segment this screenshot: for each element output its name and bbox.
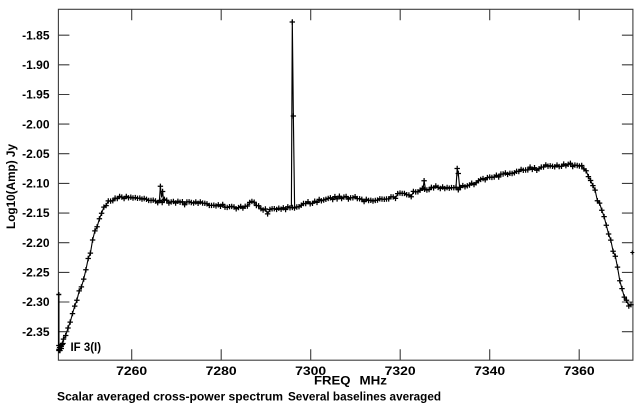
svg-text:-2.20: -2.20 xyxy=(22,236,50,250)
svg-text:7280: 7280 xyxy=(206,364,237,378)
svg-text:-2.30: -2.30 xyxy=(22,295,50,309)
svg-text:-1.95: -1.95 xyxy=(22,88,50,102)
svg-text:-2.25: -2.25 xyxy=(22,266,50,280)
svg-text:-2.10: -2.10 xyxy=(22,177,50,191)
svg-text:-2.05: -2.05 xyxy=(22,147,50,161)
svg-text:7300: 7300 xyxy=(295,364,326,378)
svg-text:IF 3(I): IF 3(I) xyxy=(71,340,102,354)
svg-text:MHz: MHz xyxy=(360,373,388,387)
svg-text:-1.90: -1.90 xyxy=(22,58,50,72)
svg-text:-1.85: -1.85 xyxy=(22,28,50,42)
svg-text:7360: 7360 xyxy=(564,364,595,378)
svg-text:7260: 7260 xyxy=(116,364,147,378)
svg-text:-2.00: -2.00 xyxy=(22,117,50,131)
svg-text:7320: 7320 xyxy=(385,364,416,378)
svg-text:-2.35: -2.35 xyxy=(22,325,50,339)
svg-text:-2.15: -2.15 xyxy=(22,206,50,220)
svg-text:Scalar averaged cross-power sp: Scalar averaged cross-power spectrum xyxy=(57,390,283,403)
svg-text:Log10(Amp) Jy: Log10(Amp) Jy xyxy=(4,144,18,229)
svg-text:FREQ: FREQ xyxy=(314,373,351,387)
svg-text:Several baselines averaged: Several baselines averaged xyxy=(288,390,441,403)
svg-text:7340: 7340 xyxy=(474,364,505,378)
